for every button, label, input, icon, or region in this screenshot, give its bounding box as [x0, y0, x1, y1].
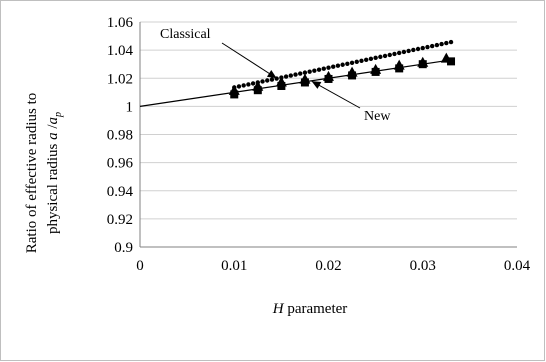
data-point [312, 68, 317, 73]
data-point [326, 65, 331, 70]
data-point [411, 47, 416, 53]
data-point [246, 82, 251, 87]
data-point [288, 73, 293, 78]
annotation-arrowhead [311, 81, 322, 89]
data-point [260, 79, 265, 84]
data-point [269, 77, 275, 82]
x-axis-title: H parameter [272, 301, 348, 317]
y-axis-title-line2-text: physical radius [45, 140, 61, 234]
data-point [335, 63, 341, 68]
data-point [396, 50, 402, 56]
series-layer [139, 39, 456, 107]
data-point [354, 59, 359, 64]
y-axis-title: Ratio of effective radius to physical ra… [24, 93, 64, 254]
data-point [298, 71, 303, 76]
y-tick-label: 1.06 [107, 15, 134, 31]
data-point [348, 71, 357, 80]
x-tick-label: 0.01 [221, 258, 247, 274]
data-point [283, 74, 289, 79]
data-point [324, 74, 333, 83]
data-point [316, 67, 322, 72]
data-point [359, 58, 364, 64]
y-axis-title-symbol-a: a [45, 132, 61, 140]
x-tick-label: 0.03 [410, 258, 436, 274]
data-point [293, 72, 298, 77]
tick-labels: 0.9 0.92 0.94 0.96 0.98 1 1.02 1.04 1.06 0 0.01 0.0… [107, 15, 531, 274]
y-tick-label: 0.9 [114, 240, 133, 256]
data-point [277, 81, 286, 90]
data-point [395, 64, 404, 73]
y-axis-title-separator: / [45, 124, 61, 133]
data-point [368, 56, 374, 62]
data-point [265, 78, 270, 83]
x-tick-label: 0.04 [504, 258, 531, 274]
data-point [373, 55, 378, 61]
data-point [230, 90, 239, 99]
data-point [415, 46, 421, 52]
axes [139, 22, 517, 248]
x-axis-title-symbol: H [272, 301, 285, 317]
y-tick-label: 1 [126, 99, 134, 115]
data-point [429, 43, 435, 49]
data-point [444, 40, 449, 46]
data-point [371, 67, 380, 76]
data-point [241, 83, 246, 88]
y-axis-title-line1: Ratio of effective radius to [24, 93, 40, 254]
data-point [300, 78, 309, 87]
data-point [447, 57, 456, 66]
data-point [236, 84, 242, 89]
y-tick-label: 0.96 [107, 156, 134, 172]
data-point [302, 70, 308, 75]
data-point [253, 86, 262, 95]
data-point [392, 51, 397, 57]
data-point [420, 45, 425, 51]
annotations: Classical New [160, 27, 391, 124]
annotation-arrow-line [311, 80, 361, 109]
y-tick-label: 1.04 [107, 43, 134, 59]
y-axis-title-symbol-ap: a [45, 117, 61, 125]
series-line [139, 59, 452, 107]
data-point [331, 64, 336, 69]
y-tick-label: 0.94 [107, 184, 134, 200]
data-point [406, 48, 411, 54]
x-tick-label: 0.02 [315, 258, 341, 274]
y-axis-title-line2: physical radius a /ap [45, 112, 64, 234]
y-tick-label: 1.02 [107, 71, 133, 87]
data-point [349, 60, 355, 65]
data-point [321, 66, 326, 71]
data-point [401, 49, 407, 55]
data-point [364, 57, 369, 63]
x-axis-title-text: parameter [284, 301, 348, 317]
data-point [387, 52, 392, 58]
annotation-label: Classical [160, 27, 211, 42]
gridlines [140, 21, 517, 220]
y-axis-title-subscript: p [53, 112, 64, 118]
annotation-arrowhead [266, 70, 277, 79]
data-point [340, 62, 345, 67]
annotation-arrow-line [221, 42, 277, 79]
data-point [378, 54, 383, 60]
x-tick-label: 0 [136, 258, 144, 274]
annotation-label: New [364, 109, 391, 124]
data-point [448, 39, 454, 45]
data-point [439, 41, 444, 47]
data-point [307, 69, 312, 74]
data-point [250, 81, 256, 86]
data-point [425, 44, 430, 50]
data-point [382, 53, 388, 59]
data-point [434, 42, 440, 48]
y-tick-label: 0.98 [107, 128, 133, 144]
y-tick-label: 0.92 [107, 212, 133, 228]
data-point [345, 61, 350, 66]
